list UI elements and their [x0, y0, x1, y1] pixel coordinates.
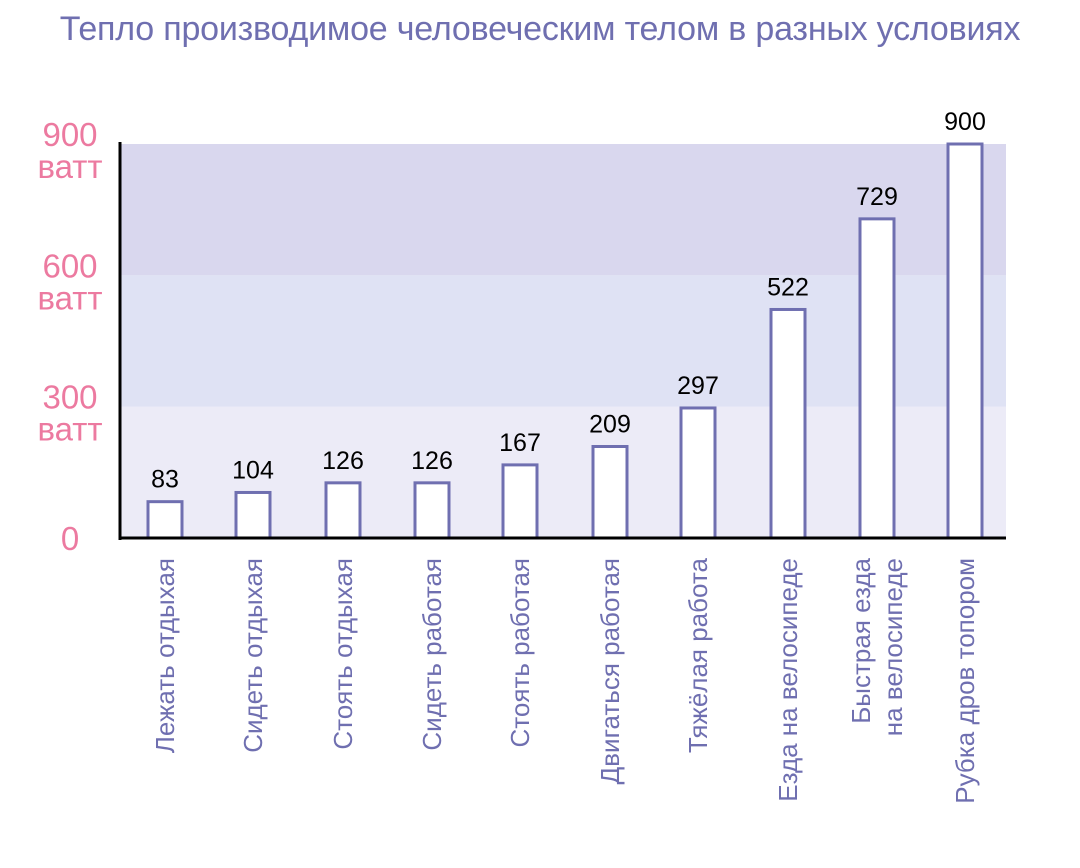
y-tick-label-1: 300 ватт	[37, 379, 102, 448]
bar-8	[858, 217, 896, 540]
value-label-9: 900	[944, 108, 986, 136]
value-label-3: 126	[411, 447, 453, 475]
bar-3	[413, 481, 451, 540]
category-label-6: Тяжёлая работа	[683, 557, 713, 753]
category-label-0: Лежать отдыхая	[150, 558, 180, 753]
bar-5	[591, 445, 629, 540]
category-label-4: Стоять работая	[505, 558, 535, 747]
band-1	[120, 275, 1006, 407]
bar-7	[769, 307, 807, 540]
background-bands	[120, 144, 1006, 538]
bar-1	[234, 490, 272, 540]
value-label-6: 297	[677, 372, 719, 400]
category-label-1: Сидеть отдыхая	[238, 558, 268, 753]
value-labels: 83 104 126 126 167 209 297 522 729 900	[151, 108, 986, 494]
band-2	[120, 144, 1006, 276]
value-label-7: 522	[767, 273, 809, 301]
category-label-9: Рубка дров топором	[950, 558, 980, 804]
category-labels: Лежать отдыхая Сидеть отдыхая Стоять отдых…	[150, 557, 980, 803]
y-axis-ticks: 0 300 ватт 600 ватт 900 ватт	[37, 116, 102, 557]
bar-0	[146, 500, 184, 540]
category-label-3: Сидеть работая	[417, 558, 447, 751]
y-tick-label-0: 0	[61, 520, 79, 557]
y-tick-label-3: 900 ватт	[37, 116, 102, 185]
category-label-5: Двигаться работая	[595, 558, 625, 784]
bar-6	[679, 406, 717, 540]
category-label-8: Быстрая ездана велосипеде	[846, 557, 908, 736]
category-label-7: Езда на велосипеде	[773, 558, 803, 802]
bar-4	[501, 463, 539, 540]
axes	[118, 142, 1006, 540]
y-tick-label-2: 600 ватт	[37, 247, 102, 316]
value-label-8: 729	[856, 183, 898, 211]
bar-9	[946, 142, 984, 540]
chart-title: Тепло производимое человеческим телом в …	[59, 10, 1021, 48]
bar-2	[324, 481, 362, 540]
value-label-4: 167	[499, 429, 541, 457]
value-label-5: 209	[589, 411, 631, 439]
value-label-1: 104	[232, 456, 274, 484]
value-label-2: 126	[322, 447, 364, 475]
value-label-0: 83	[151, 466, 179, 494]
category-label-2: Стоять отдыхая	[328, 558, 358, 750]
